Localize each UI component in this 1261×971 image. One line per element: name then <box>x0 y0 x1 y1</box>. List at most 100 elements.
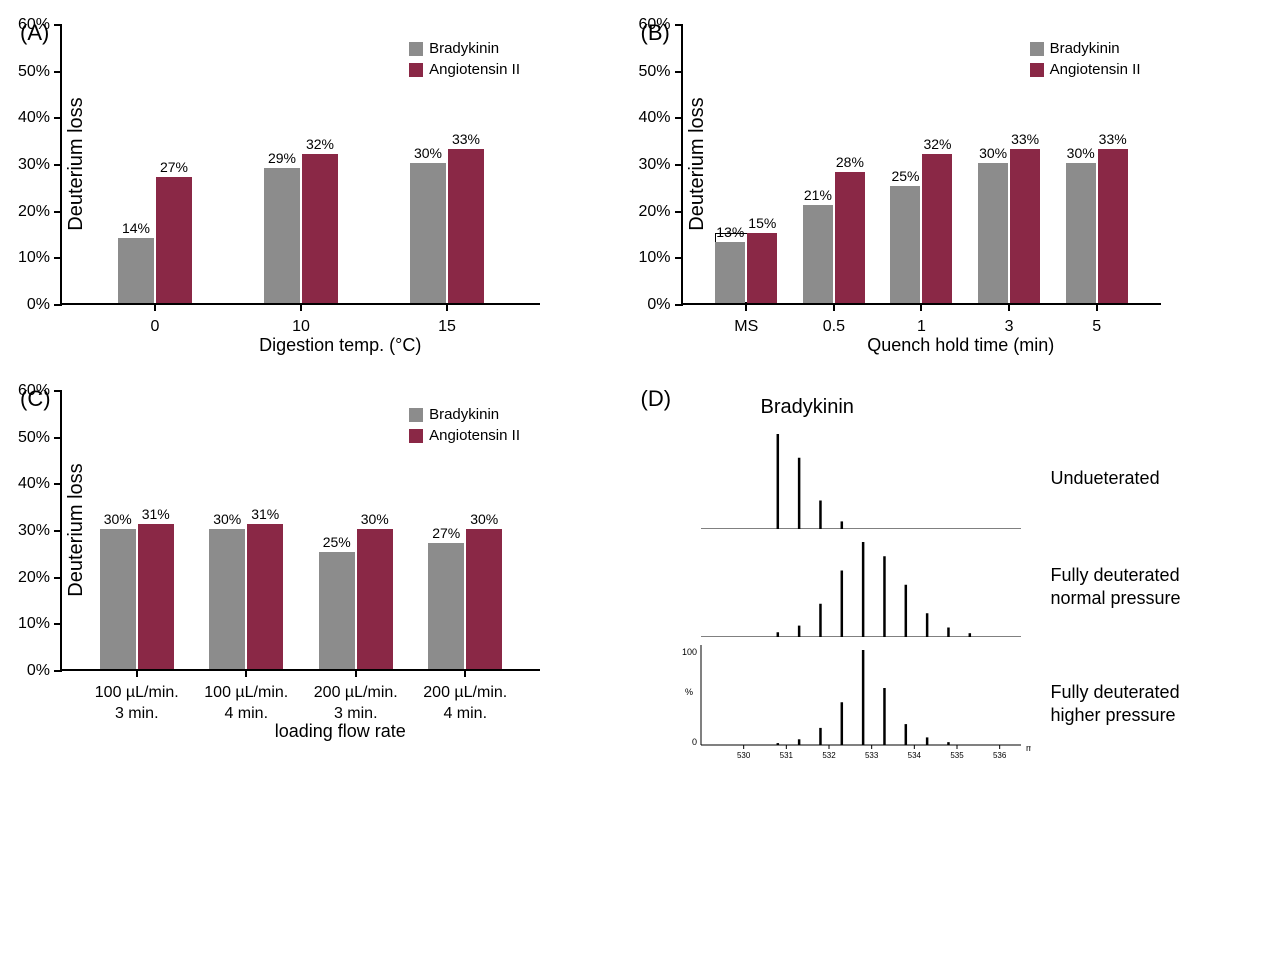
y-tick-label: 60% <box>638 16 670 34</box>
bar-value-label: 27% <box>432 525 460 541</box>
x-tick <box>745 303 747 311</box>
x-tick <box>920 303 922 311</box>
bar-value-label: 15% <box>748 215 776 231</box>
bar-group: 14%27%0 <box>118 177 192 303</box>
panel-b-chart-container: Deuterium loss BradykininAngiotensin II … <box>681 25 1242 356</box>
bar-value-label: 32% <box>306 136 334 152</box>
x-tick-label: 3 <box>1005 317 1014 338</box>
y-tick <box>54 390 62 392</box>
y-tick-label: 30% <box>18 522 50 540</box>
x-tick-label: 0.5 <box>823 317 845 338</box>
bar-value-label: 28% <box>836 154 864 170</box>
spectrum-svg <box>681 537 1031 637</box>
y-tick <box>54 670 62 672</box>
y-tick <box>675 24 683 26</box>
x-tick-label: 100 µL/min.3 min. <box>95 683 179 725</box>
x-tick-label: 15 <box>438 317 456 338</box>
bar: 27% <box>156 177 192 303</box>
y-tick <box>54 437 62 439</box>
spectrum-svg: 1000%530531532533534535536m/z <box>681 645 1031 763</box>
spectra-container: Undueterated Fully deuteratednormal press… <box>681 429 1242 763</box>
panel-c-chart-container: Deuterium loss BradykininAngiotensin II … <box>60 391 621 742</box>
bar-group: 30%31%100 µL/min.4 min. <box>209 524 283 669</box>
x-tick <box>464 669 466 677</box>
x-tick-label: MS <box>734 317 758 338</box>
bar-value-label: 30% <box>213 511 241 527</box>
bar-value-label: 29% <box>268 150 296 166</box>
bar: 30% <box>466 529 502 669</box>
bar-value-label: 25% <box>323 534 351 550</box>
panel-c-bars: 30%31%100 µL/min.3 min.30%31%100 µL/min.… <box>62 391 540 669</box>
y-tick-label: 50% <box>18 63 50 81</box>
bar-value-label: 33% <box>1011 131 1039 147</box>
bar-value-label: 33% <box>452 131 480 147</box>
panel-c-chart: Deuterium loss BradykininAngiotensin II … <box>60 391 540 671</box>
bar-group: 30%33%15 <box>410 149 484 303</box>
y-tick-label: 50% <box>18 429 50 447</box>
bar-value-label: 13% <box>716 224 744 240</box>
y-tick <box>54 117 62 119</box>
y-tick <box>54 257 62 259</box>
y-tick <box>54 211 62 213</box>
spectrum-label: Fully deuteratednormal pressure <box>1051 564 1181 611</box>
svg-text:530: 530 <box>736 751 750 760</box>
bar-value-label: 31% <box>142 506 170 522</box>
bar-value-label: 25% <box>891 168 919 184</box>
spectrum-label: Fully deuteratedhigher pressure <box>1051 681 1180 728</box>
spectrum-label: Undueterated <box>1051 467 1160 490</box>
bar-group: 29%32%10 <box>264 154 338 303</box>
y-tick-label: 20% <box>18 203 50 221</box>
y-tick <box>54 304 62 306</box>
spectrum-row: 1000%530531532533534535536m/zFully deute… <box>681 645 1242 763</box>
bar: 33% <box>1098 149 1128 303</box>
y-tick <box>675 117 683 119</box>
y-tick <box>675 304 683 306</box>
bar-group: 13%15%MS <box>715 233 777 303</box>
y-tick-label: 40% <box>638 109 670 127</box>
svg-text:536: 536 <box>992 751 1006 760</box>
svg-text:535: 535 <box>950 751 964 760</box>
bar-value-label: 27% <box>160 159 188 175</box>
bar-value-label: 30% <box>1067 145 1095 161</box>
y-tick-label: 60% <box>18 382 50 400</box>
bar-value-label: 21% <box>804 187 832 203</box>
y-tick-label: 10% <box>18 615 50 633</box>
bar-value-label: 30% <box>414 145 442 161</box>
y-tick <box>54 483 62 485</box>
panel-a-xlabel: Digestion temp. (°C) <box>60 335 621 356</box>
svg-text:m/z: m/z <box>1026 743 1031 753</box>
y-tick <box>675 211 683 213</box>
bar: 33% <box>1010 149 1040 303</box>
bar-value-label: 14% <box>122 220 150 236</box>
y-tick <box>54 530 62 532</box>
x-tick <box>1096 303 1098 311</box>
x-tick-label: 200 µL/min.3 min. <box>314 683 398 725</box>
y-tick-label: 20% <box>18 569 50 587</box>
panel-d-spectra: Bradykinin Undueterated Fully deuteratedn… <box>681 396 1242 763</box>
bar: 31% <box>247 524 283 669</box>
spectrum-svg <box>681 429 1031 529</box>
panel-a-chart-container: Deuterium loss BradykininAngiotensin II … <box>60 25 621 356</box>
y-tick-label: 30% <box>638 156 670 174</box>
y-tick <box>675 71 683 73</box>
y-tick-label: 40% <box>18 475 50 493</box>
bar: 27% <box>428 543 464 669</box>
bar-group: 21%28%0.5 <box>803 172 865 303</box>
svg-text:531: 531 <box>779 751 793 760</box>
bar-group: 27%30%200 µL/min.4 min. <box>428 529 502 669</box>
bar: 30% <box>1066 163 1096 303</box>
panel-d-title: Bradykinin <box>761 396 1242 419</box>
x-tick-label: 5 <box>1092 317 1101 338</box>
x-tick <box>154 303 156 311</box>
panel-a-chart: Deuterium loss BradykininAngiotensin II … <box>60 25 540 305</box>
panel-a-bars: 14%27%029%32%1030%33%15 <box>62 25 540 303</box>
panel-c: (C) Deuterium loss BradykininAngiotensin… <box>20 386 621 771</box>
bar: 25% <box>319 552 355 669</box>
spectrum-row: Undueterated <box>681 429 1242 529</box>
panel-b-xlabel: Quench hold time (min) <box>681 335 1242 356</box>
svg-text:532: 532 <box>822 751 836 760</box>
panel-b-chart: Deuterium loss BradykininAngiotensin II … <box>681 25 1161 305</box>
x-tick-label: 1 <box>917 317 926 338</box>
svg-text:0: 0 <box>691 737 696 747</box>
y-tick-label: 0% <box>27 296 50 314</box>
